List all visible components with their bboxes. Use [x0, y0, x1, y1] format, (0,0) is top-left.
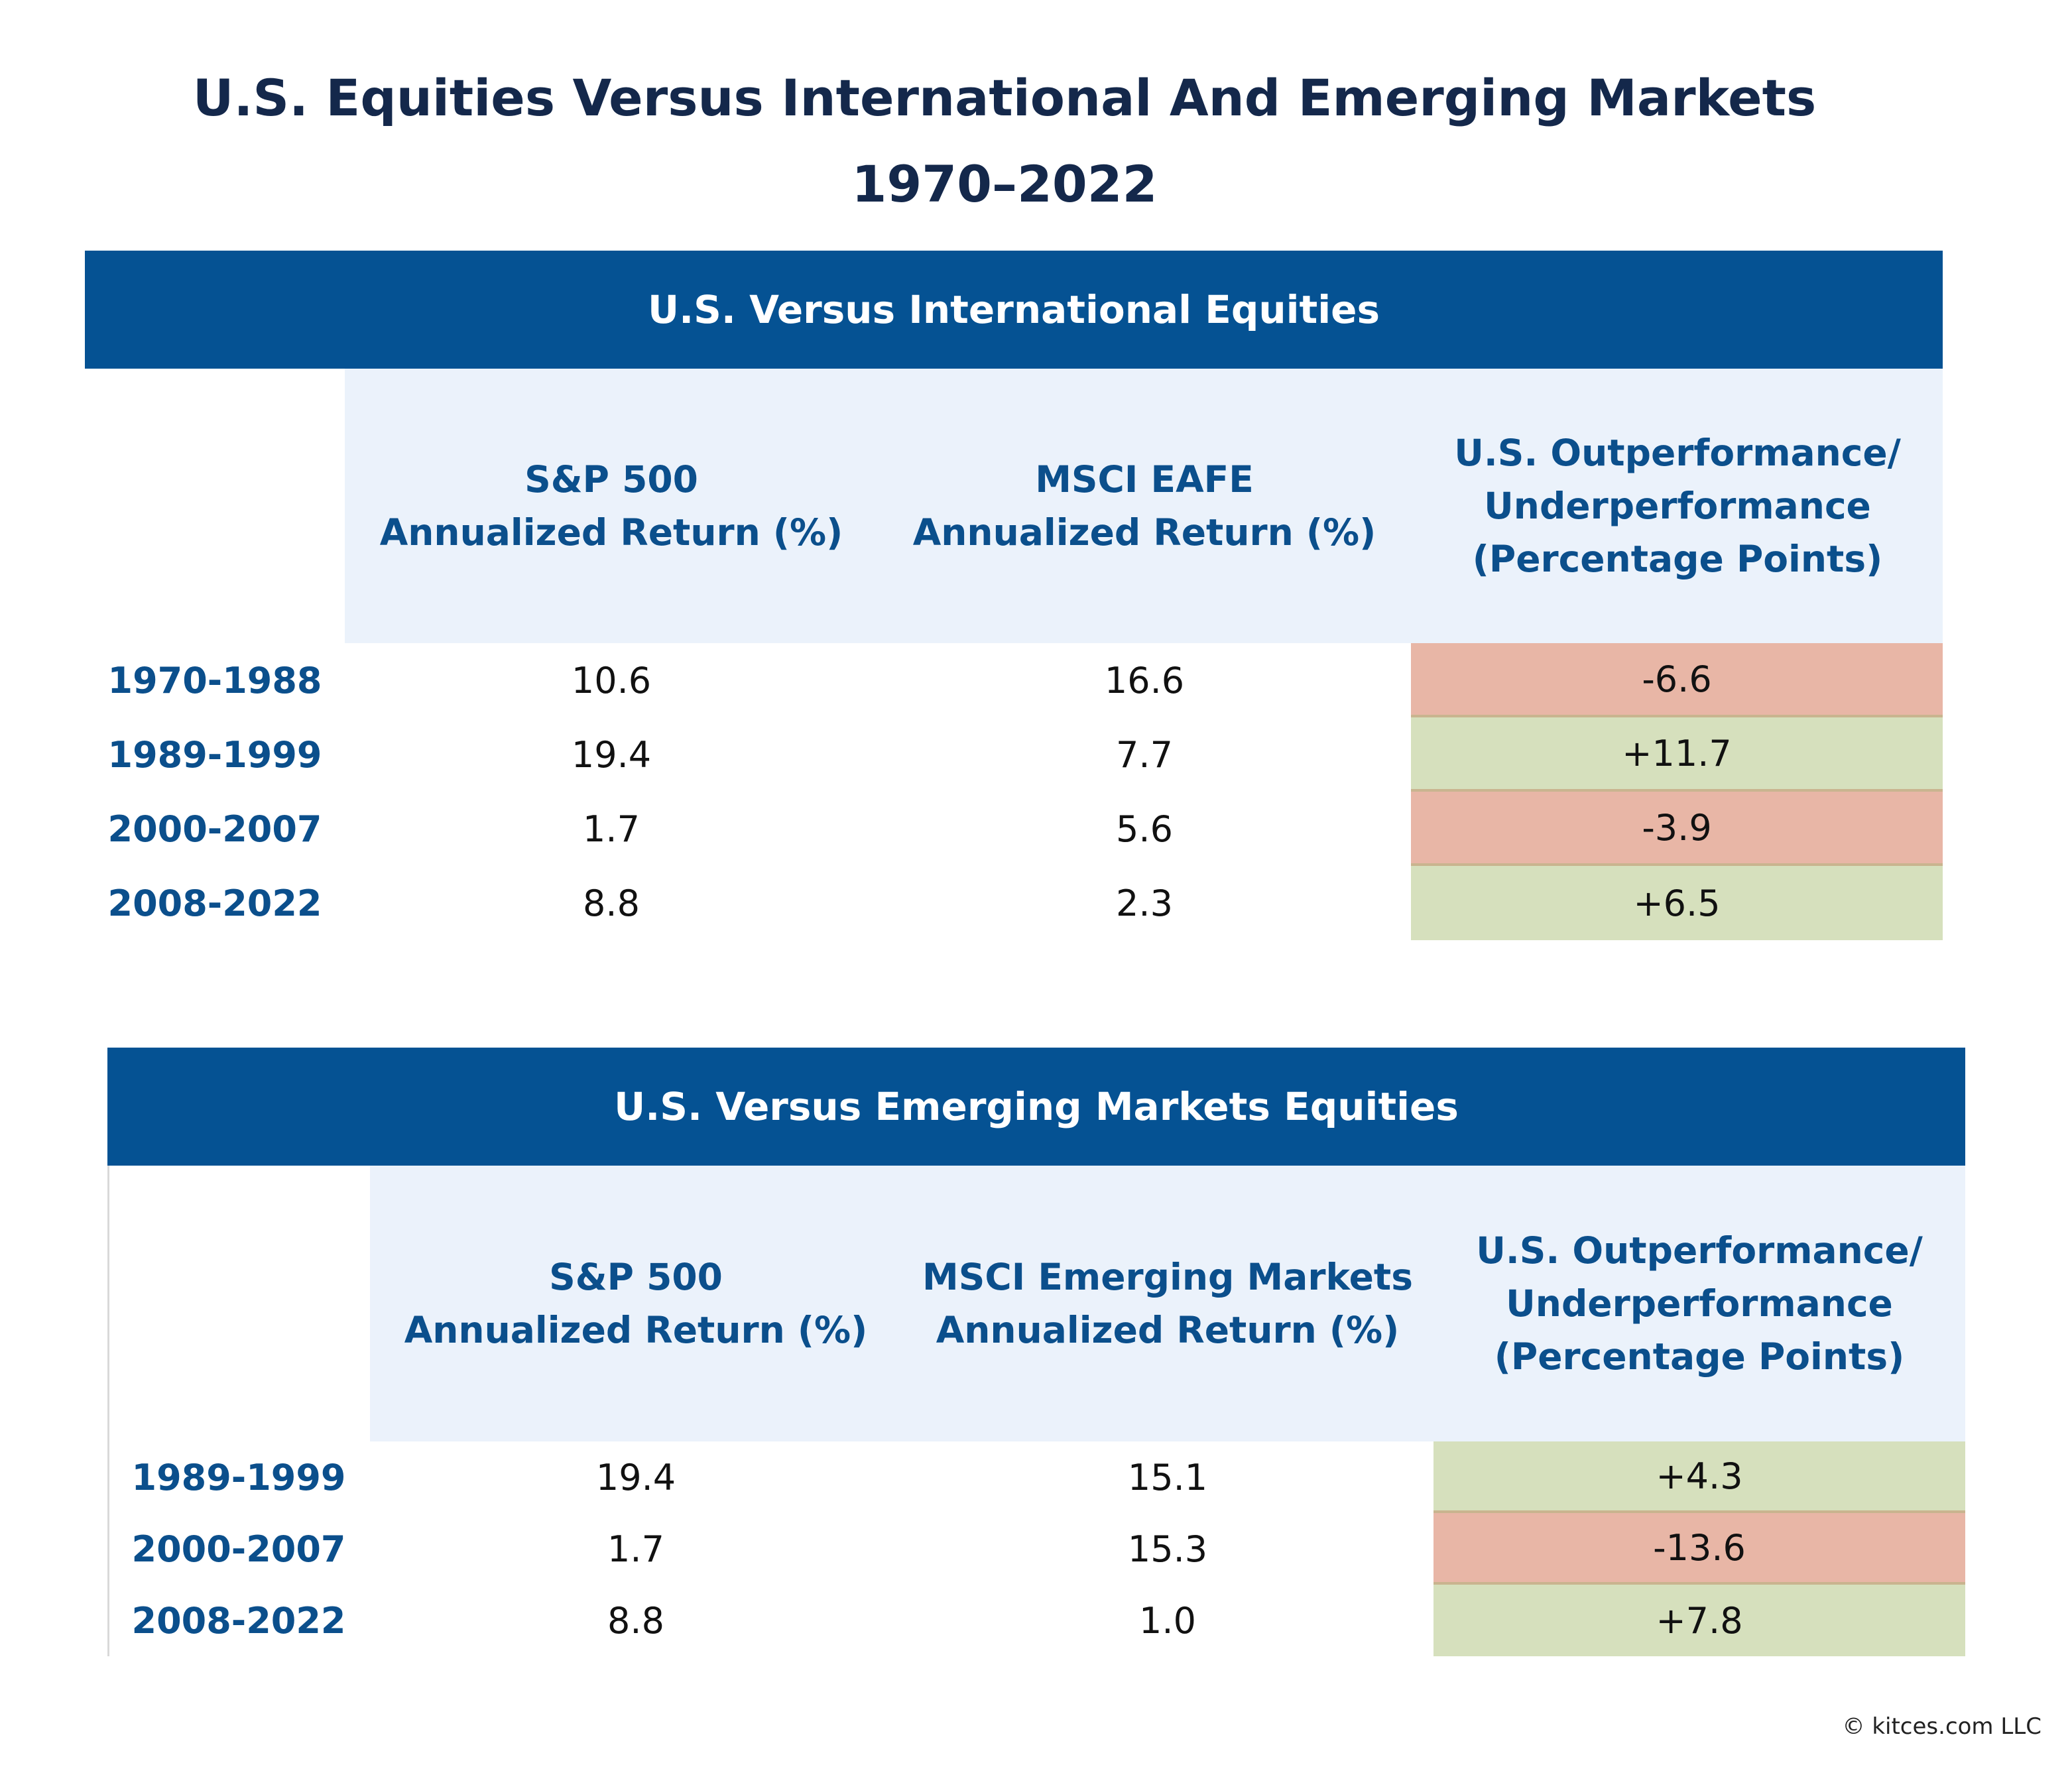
outperformance-cell: +11.7	[1411, 717, 1943, 792]
chart-title: U.S. Equities Versus International And E…	[192, 68, 1817, 127]
sp500-return-cell: 8.8	[607, 1599, 664, 1642]
column-header: MSCI Emerging Markets Annualized Return (…	[902, 1166, 1433, 1441]
sp500-return-cell: 19.4	[595, 1456, 676, 1498]
index-return-cell: 7.7	[1116, 733, 1173, 776]
column-header-line: U.S. Outperformance/	[1454, 432, 1901, 474]
sp500-return-cell: 19.4	[571, 733, 652, 776]
underperformance-cell: -3.9	[1411, 792, 1943, 866]
column-header-background	[370, 1166, 1965, 1441]
sp500-return-cell: 10.6	[571, 659, 652, 701]
underperformance-cell: -6.6	[1411, 643, 1943, 717]
column-header-line: Underperformance	[1506, 1282, 1893, 1325]
column-header-line: (Percentage Points)	[1472, 538, 1883, 580]
row-period-label: 1989-1999	[107, 733, 322, 776]
column-header: MSCI EAFE Annualized Return (%)	[878, 369, 1411, 643]
column-header-line: Annualized Return (%)	[404, 1309, 868, 1351]
row-period-label: 2000-2007	[131, 1528, 346, 1570]
column-header: S&P 500 Annualized Return (%)	[370, 1166, 902, 1441]
index-return-cell: 1.0	[1139, 1599, 1196, 1642]
column-header-line: (Percentage Points)	[1494, 1335, 1905, 1378]
table-title-banner: U.S. Versus Emerging Markets Equities	[107, 1048, 1965, 1166]
table-left-border	[107, 1166, 109, 1656]
column-header-line: MSCI Emerging Markets	[922, 1256, 1413, 1298]
index-return-cell: 5.6	[1116, 808, 1173, 850]
underperformance-cell: -13.6	[1433, 1513, 1965, 1585]
row-period-label: 1989-1999	[131, 1456, 346, 1498]
index-return-cell: 15.3	[1127, 1528, 1208, 1570]
outperformance-cell: +6.5	[1411, 866, 1943, 940]
index-return-cell: 15.1	[1127, 1456, 1208, 1498]
index-return-cell: 16.6	[1104, 659, 1185, 701]
column-header: S&P 500 Annualized Return (%)	[345, 369, 878, 643]
sp500-return-cell: 1.7	[583, 808, 640, 850]
copyright-credit: © kitces.com LLC	[1842, 1713, 2042, 1740]
sp500-return-cell: 8.8	[583, 882, 640, 924]
index-return-cell: 2.3	[1116, 882, 1173, 924]
column-header-line: S&P 500	[524, 458, 698, 501]
column-header: U.S. Outperformance/Underperformance (Per…	[1411, 369, 1944, 643]
row-period-label: 2000-2007	[107, 808, 322, 850]
column-header-line: Annualized Return (%)	[912, 511, 1376, 554]
column-header: U.S. Outperformance/Underperformance (Per…	[1433, 1166, 1965, 1441]
column-header-background	[345, 369, 1943, 643]
sp500-return-cell: 1.7	[607, 1528, 664, 1570]
chart-subtitle-years: 1970–2022	[851, 154, 1158, 213]
row-period-label: 2008-2022	[107, 882, 322, 924]
row-period-label: 2008-2022	[131, 1599, 346, 1642]
table-title-banner: U.S. Versus International Equities	[85, 251, 1943, 369]
column-header-line: Underperformance	[1484, 485, 1871, 527]
outperformance-cell: +7.8	[1433, 1585, 1965, 1656]
row-period-label: 1970-1988	[107, 659, 322, 701]
outperformance-cell: +4.3	[1433, 1441, 1965, 1513]
column-header-line: Annualized Return (%)	[936, 1309, 1400, 1351]
column-header-line: MSCI EAFE	[1035, 458, 1254, 501]
column-header-line: U.S. Outperformance/	[1476, 1229, 1923, 1272]
column-header-line: S&P 500	[549, 1256, 723, 1298]
column-header-line: Annualized Return (%)	[379, 511, 843, 554]
